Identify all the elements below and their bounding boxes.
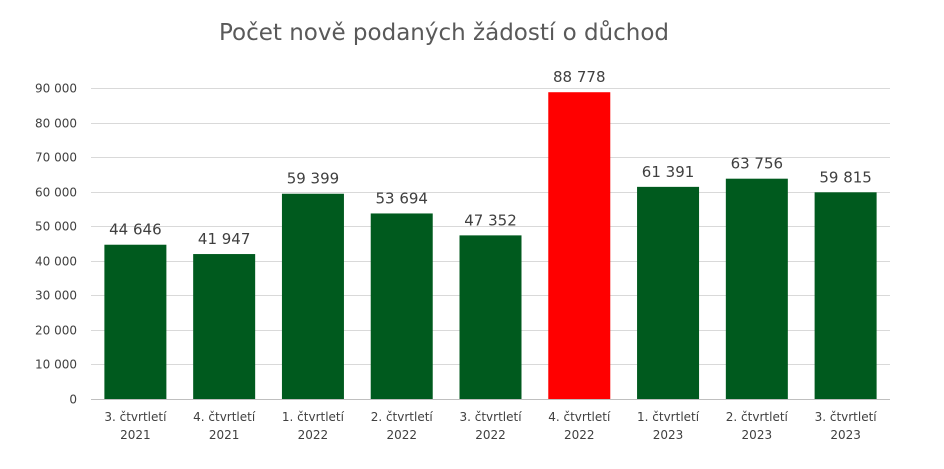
y-tick-label: 50 000 — [35, 220, 77, 234]
x-tick-label: 2. čtvrtletí 2023 — [726, 410, 789, 442]
data-label: 63 756 — [731, 155, 784, 173]
y-tick-label: 10 000 — [35, 358, 77, 372]
y-tick-label: 90 000 — [35, 82, 77, 96]
bar — [459, 235, 522, 399]
x-tick-label: 4. čtvrtletí 2021 — [193, 410, 256, 442]
data-label: 59 815 — [819, 168, 872, 186]
data-label: 53 694 — [375, 189, 428, 207]
x-tick-label: 1. čtvrtletí 2022 — [282, 410, 345, 442]
x-tick-label: 3. čtvrtletí 2023 — [815, 410, 878, 442]
data-label: 59 399 — [287, 170, 340, 188]
data-label: 44 646 — [109, 221, 162, 239]
y-tick-label: 20 000 — [35, 324, 77, 338]
x-tick-label: 3. čtvrtletí 2022 — [459, 410, 522, 442]
bar — [637, 186, 700, 399]
bar — [370, 213, 433, 399]
data-labels: 44 646 41 947 59 399 53 694 47 352 88 778 61 3… — [109, 68, 872, 248]
bar — [193, 254, 256, 399]
y-tick-label: 40 000 — [35, 255, 77, 269]
bar — [725, 178, 788, 399]
data-label: 61 391 — [642, 163, 695, 181]
bar — [281, 193, 344, 399]
data-label: 41 947 — [198, 230, 251, 248]
y-tick-label: 30 000 — [35, 289, 77, 303]
y-axis-ticks: 0 10 000 20 000 30 000 40 000 50 000 60 000 70 … — [35, 82, 77, 407]
y-tick-label: 60 000 — [35, 186, 77, 200]
data-label: 47 352 — [464, 211, 517, 229]
x-tick-label: 3. čtvrtletí 2021 — [104, 410, 167, 442]
bar — [104, 244, 167, 399]
bar — [814, 192, 877, 399]
data-label: 88 778 — [553, 68, 606, 86]
bar — [548, 92, 611, 399]
x-tick-label: 4. čtvrtletí 2022 — [548, 410, 611, 442]
y-tick-label: 0 — [69, 393, 77, 407]
x-tick-label: 1. čtvrtletí 2023 — [637, 410, 700, 442]
chart-title: Počet nově podaných žádostí o důchod — [219, 19, 669, 46]
x-tick-label: 2. čtvrtletí 2022 — [371, 410, 434, 442]
x-axis-ticks: 3. čtvrtletí 2021 4. čtvrtletí 2021 1. čtvrt… — [104, 410, 877, 442]
y-tick-label: 80 000 — [35, 117, 77, 131]
bars — [104, 92, 877, 399]
y-tick-label: 70 000 — [35, 151, 77, 165]
